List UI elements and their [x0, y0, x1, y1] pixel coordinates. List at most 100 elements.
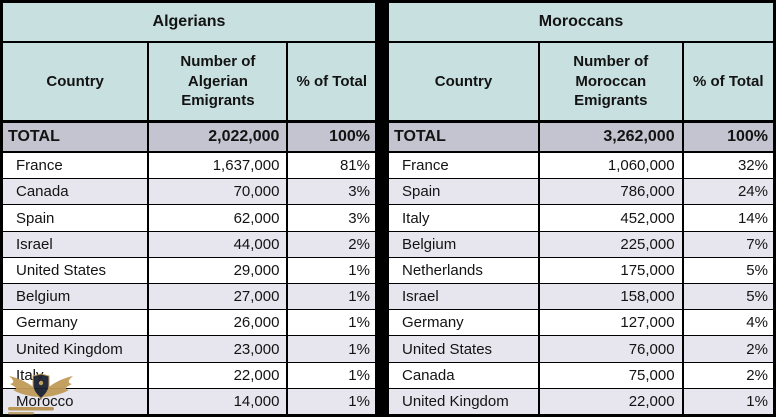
- table-row: Belgium 225,000 7%: [389, 230, 773, 257]
- algerians-total-row: TOTAL 2,022,000 100%: [3, 123, 375, 153]
- cell-country: France: [402, 157, 449, 175]
- cell-number: 70,000: [147, 179, 286, 205]
- cell-number: 22,000: [147, 362, 286, 388]
- cell-percent: 1%: [286, 388, 375, 415]
- cell-country: United Kingdom: [402, 392, 509, 410]
- table-row: Netherlands 175,000 5%: [389, 256, 773, 284]
- cell-country: France: [16, 157, 63, 175]
- cell-number: 75,000: [537, 362, 682, 388]
- table-row: United States 76,000 2%: [389, 335, 773, 362]
- cell-percent: 81%: [286, 153, 375, 179]
- table-row: Canada 70,000 3%: [3, 178, 375, 205]
- table-row: Italy 452,000 14%: [389, 204, 773, 231]
- cell-number: 1,060,000: [537, 153, 682, 179]
- cell-number: 452,000: [537, 205, 682, 231]
- moroccans-table-title: Moroccans: [389, 3, 773, 43]
- cell-percent: 3%: [286, 205, 375, 231]
- cell-number: 14,000: [147, 388, 286, 415]
- table-row: Israel 158,000 5%: [389, 283, 773, 310]
- table-row: Germany 26,000 1%: [3, 309, 375, 336]
- table-row: United Kingdom 22,000 1%: [389, 387, 773, 415]
- cell-country: Italy: [16, 366, 44, 384]
- algerians-data-rows: France 1,637,000 81% Canada 70,000 3% Spain 62,…: [3, 153, 375, 415]
- cell-country: United Kingdom: [16, 340, 123, 358]
- cell-percent: 2%: [286, 231, 375, 257]
- cell-number: 23,000: [147, 336, 286, 362]
- moroccans-total-row: TOTAL 3,262,000 100%: [389, 123, 773, 153]
- cell-percent: 24%: [681, 179, 773, 205]
- table-row: Italy 22,000 1%: [3, 361, 375, 388]
- cell-country: Morocco: [16, 392, 74, 410]
- cell-number: 158,000: [537, 284, 682, 310]
- table-row: France 1,637,000 81%: [3, 153, 375, 179]
- moroccans-data-rows: France 1,060,000 32% Spain 786,000 24% Italy 45…: [389, 153, 773, 415]
- algerians-header-row: Country Number of Algerian Emigrants % o…: [3, 43, 375, 123]
- cell-percent: 1%: [286, 362, 375, 388]
- moroccans-header-row: Country Number of Moroccan Emigrants % o…: [389, 43, 773, 123]
- cell-country: Spain: [16, 209, 55, 227]
- cell-country: Spain: [402, 183, 441, 201]
- cell-country: Canada: [16, 183, 69, 201]
- table-row: United States 29,000 1%: [3, 256, 375, 284]
- cell-percent: 1%: [286, 310, 375, 336]
- cell-country: Germany: [16, 314, 78, 332]
- cell-percent: 3%: [286, 179, 375, 205]
- table-row: Belgium 27,000 1%: [3, 283, 375, 310]
- total-number: 2,022,000: [147, 123, 286, 151]
- cell-number: 127,000: [537, 310, 682, 336]
- moroccans-table: Moroccans Country Number of Moroccan Emi…: [386, 0, 776, 417]
- total-label: TOTAL: [394, 128, 446, 145]
- cell-percent: 5%: [681, 284, 773, 310]
- cell-number: 27,000: [147, 284, 286, 310]
- total-label: TOTAL: [8, 128, 60, 145]
- cell-number: 1,637,000: [147, 153, 286, 179]
- cell-percent: 1%: [681, 388, 773, 415]
- algerians-column-header-country: Country: [46, 72, 104, 90]
- cell-country: Belgium: [402, 235, 457, 253]
- algerians-column-header-number: Number of Algerian Emigrants: [147, 43, 286, 120]
- cell-number: 22,000: [537, 388, 682, 415]
- table-row: Canada 75,000 2%: [389, 361, 773, 388]
- cell-country: Israel: [402, 288, 439, 306]
- total-percent: 100%: [286, 123, 375, 151]
- moroccans-column-header-country: Country: [434, 72, 493, 90]
- moroccans-column-header-percent: % of Total: [681, 43, 773, 120]
- cell-country: Israel: [16, 235, 53, 253]
- cell-percent: 2%: [681, 362, 773, 388]
- cell-country: Belgium: [16, 288, 71, 306]
- cell-number: 26,000: [147, 310, 286, 336]
- moroccans-column-header-number: Number of Moroccan Emigrants: [537, 43, 682, 120]
- total-number: 3,262,000: [537, 123, 682, 151]
- algerians-column-header-percent: % of Total: [286, 43, 375, 120]
- algerians-table: Algerians Country Number of Algerian Emi…: [0, 0, 378, 417]
- cell-percent: 14%: [681, 205, 773, 231]
- cell-country: Netherlands: [402, 261, 483, 279]
- total-percent: 100%: [681, 123, 773, 151]
- cell-number: 175,000: [537, 257, 682, 284]
- cell-number: 44,000: [147, 231, 286, 257]
- table-row: France 1,060,000 32%: [389, 153, 773, 179]
- table-row: Spain 62,000 3%: [3, 204, 375, 231]
- table-row: Israel 44,000 2%: [3, 230, 375, 257]
- cell-percent: 2%: [681, 336, 773, 362]
- cell-percent: 5%: [681, 257, 773, 284]
- cell-country: Canada: [402, 366, 455, 384]
- cell-number: 786,000: [537, 179, 682, 205]
- cell-percent: 1%: [286, 336, 375, 362]
- table-row: Germany 127,000 4%: [389, 309, 773, 336]
- cell-country: Italy: [402, 209, 430, 227]
- cell-number: 225,000: [537, 231, 682, 257]
- table-row: Spain 786,000 24%: [389, 178, 773, 205]
- cell-percent: 32%: [681, 153, 773, 179]
- cell-country: Germany: [402, 314, 464, 332]
- cell-number: 29,000: [147, 257, 286, 284]
- cell-country: United States: [16, 261, 107, 279]
- cell-percent: 4%: [681, 310, 773, 336]
- cell-percent: 1%: [286, 257, 375, 284]
- cell-number: 76,000: [537, 336, 682, 362]
- cell-percent: 7%: [681, 231, 773, 257]
- algerians-table-title: Algerians: [3, 3, 375, 43]
- cell-country: United States: [402, 340, 493, 358]
- cell-number: 62,000: [147, 205, 286, 231]
